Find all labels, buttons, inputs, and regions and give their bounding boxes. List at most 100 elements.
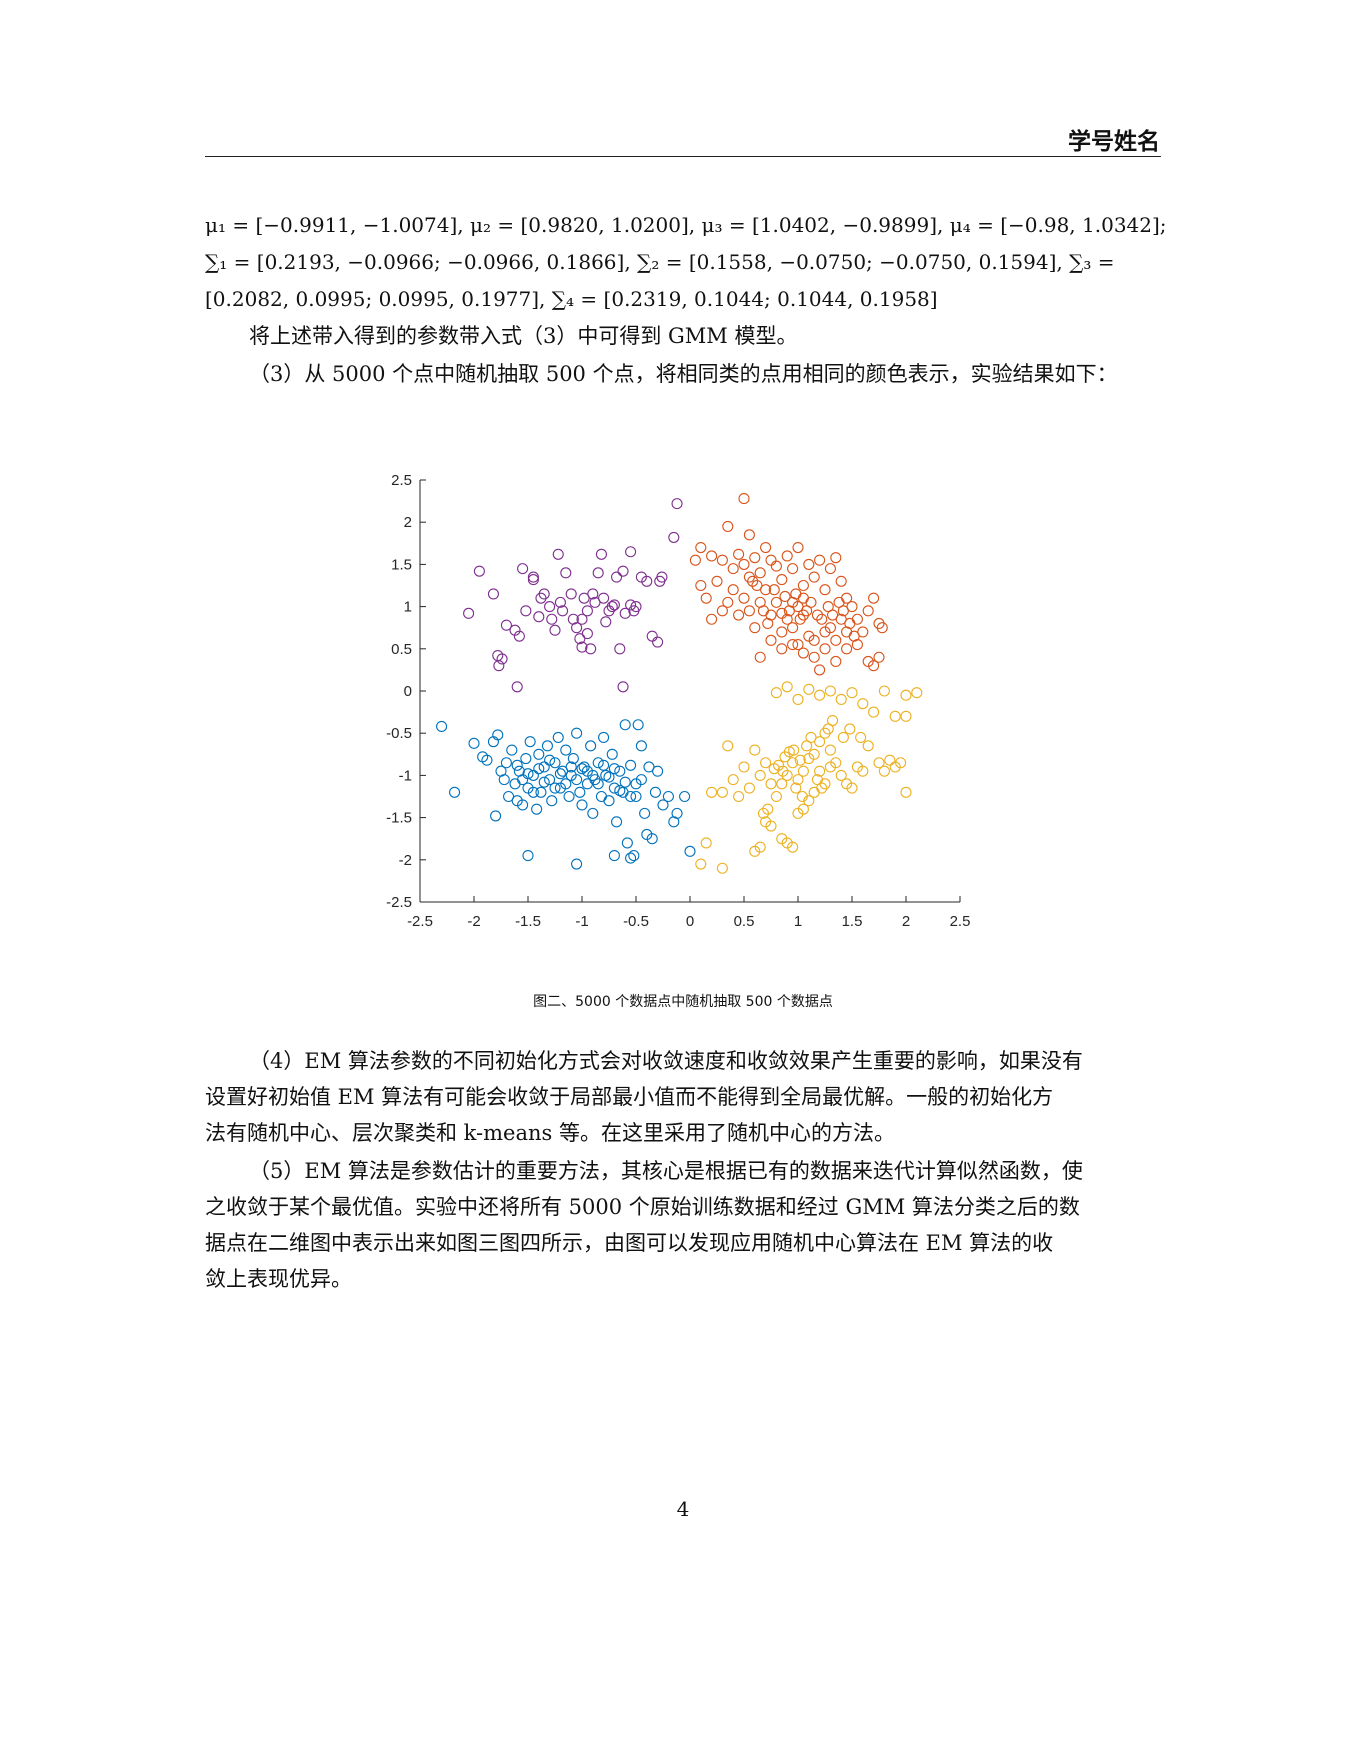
data-point [754,769,766,781]
data-point [695,541,707,554]
x-tick-label: 0 [686,913,694,930]
data-point [635,774,647,786]
data-point [900,786,912,798]
data-point [619,607,631,619]
data-point [498,774,510,786]
data-point [533,748,545,760]
data-point [722,596,734,608]
data-point [649,786,661,798]
data-point [762,617,774,630]
data-point [749,622,761,634]
data-point [527,571,539,583]
data-point [776,607,788,619]
data-point [792,541,804,554]
data-point [716,554,728,566]
data-point [535,786,547,798]
formula-means: μ₁ = [−0.9911, −1.0074], μ₂ = [0.9820, 1… [205,213,1167,237]
x-tick-label: 2 [902,913,910,930]
data-point [587,588,599,600]
paragraph-initialization: （4）EM 算法参数的不同初始化方式会对收敛速度和收敛效果产生重要的影响，如果没… [205,1043,1161,1151]
data-point [760,541,772,554]
data-point [770,687,782,699]
data-point [473,565,485,577]
data-point [776,626,788,638]
data-point [571,858,583,870]
data-point [662,790,674,803]
data-point [490,810,502,822]
y-tick-label: 0.5 [391,641,412,658]
data-point [777,765,789,777]
data-point [554,768,566,780]
data-point [563,790,575,803]
data-point [595,790,607,803]
data-point [598,592,610,604]
data-point [830,634,842,646]
figure-caption: 图二、5000 个数据点中随机抽取 500 个数据点 [533,994,833,1010]
data-point [538,588,550,600]
data-point [811,609,823,621]
data-point [790,588,802,600]
data-point [706,613,718,625]
data-point [463,607,475,619]
data-point [646,630,658,642]
data-point [589,596,601,608]
x-tick-label: 0.5 [734,913,755,930]
x-tick-label: -1 [575,913,588,930]
data-point [841,778,853,790]
data-point [830,552,842,564]
x-tick-label: -2.5 [407,913,433,930]
data-point [814,765,826,777]
data-point [751,579,763,592]
data-point [487,588,499,600]
data-point [549,782,561,794]
scatter-chart: -2.5 -2 -1.5 -1 -0.5 0 0.5 1 1.5 2 2.5 2.5 2 1.5 1 0.5 0… [386,472,970,930]
y-tick-label: 1 [404,599,412,616]
data-point [496,653,508,665]
data-point [754,841,766,853]
data-point [716,786,728,798]
data-point [598,759,610,771]
data-point [617,565,629,577]
data-point [684,845,696,857]
data-point [855,731,867,743]
data-point [722,520,734,532]
data-point [794,613,806,625]
data-point [652,636,664,648]
data-point [614,765,626,777]
data-point [846,687,858,699]
data-point [814,689,826,701]
data-point [808,786,820,798]
data-point [754,651,766,663]
data-point [641,575,653,587]
data-point [776,778,788,790]
data-point [787,639,799,651]
data-point [776,574,788,586]
data-point [614,785,626,797]
data-point [816,613,828,625]
data-point [700,592,712,604]
data-point [749,744,761,756]
data-point [617,681,629,693]
paragraph-gmm-model: 将上述带入得到的参数带入式（3）中可得到 GMM 模型。 [249,324,798,348]
data-point [524,736,536,748]
data-point [606,601,618,613]
data-point [560,778,572,790]
data-point [827,609,839,621]
data-point [792,774,804,786]
paragraph-line: （4）EM 算法参数的不同初始化方式会对收敛速度和收敛效果产生重要的影响，如果没… [249,1049,1083,1073]
data-point [711,575,723,587]
data-point [603,795,615,807]
data-point [630,790,642,803]
page-header-title: 学号姓名 [1068,129,1160,155]
data-point [632,719,644,731]
data-point [576,763,588,775]
y-tick-label: 0 [404,683,412,700]
formula-covariances-1: ∑₁ = [0.2193, −0.0966; −0.0966, 0.1866],… [205,250,1115,274]
data-point [857,626,869,638]
data-point [546,795,558,807]
data-point [578,592,590,604]
data-point [835,575,847,587]
data-point [873,757,885,769]
data-point [509,778,521,790]
data-point [727,563,739,575]
